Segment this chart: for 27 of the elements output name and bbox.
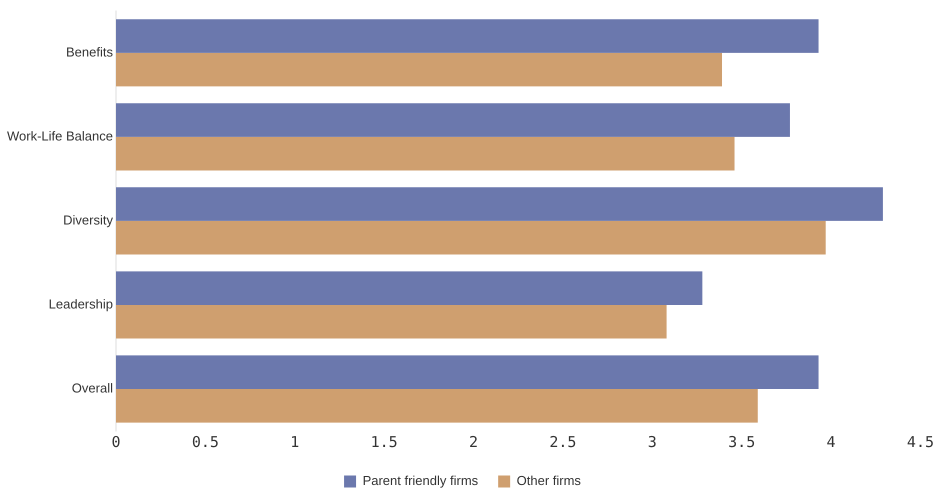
bar	[116, 19, 819, 53]
y-tick-label: Leadership	[48, 296, 113, 312]
bar	[116, 271, 702, 305]
y-tick-label: Work-Life Balance	[6, 128, 113, 144]
bar	[116, 136, 735, 170]
y-tick-label: Benefits	[66, 44, 114, 60]
bar	[116, 388, 758, 423]
x-tick-label: 4.5	[906, 432, 934, 451]
x-tick-label: 1	[290, 432, 300, 451]
x-tick-label: 2	[469, 432, 478, 451]
bar	[116, 52, 722, 86]
x-tick-label: 0.5	[192, 432, 219, 451]
x-tick-label: 0	[111, 432, 120, 451]
y-tick-label: Overall	[72, 380, 114, 396]
bar	[116, 355, 819, 389]
bar	[116, 220, 826, 255]
x-tick-label: 2.5	[549, 432, 576, 451]
x-tick-label: 3.5	[728, 432, 756, 451]
legend-label: Other firms	[516, 473, 582, 488]
y-tick-label: Diversity	[63, 212, 114, 228]
bar	[116, 187, 883, 221]
bar	[116, 304, 667, 339]
legend-label: Parent friendly firms	[362, 473, 479, 488]
x-tick-label: 1.5	[370, 432, 398, 451]
x-tick-label: 3	[648, 432, 657, 451]
x-tick-label: 4	[826, 432, 836, 451]
bar	[116, 103, 790, 137]
